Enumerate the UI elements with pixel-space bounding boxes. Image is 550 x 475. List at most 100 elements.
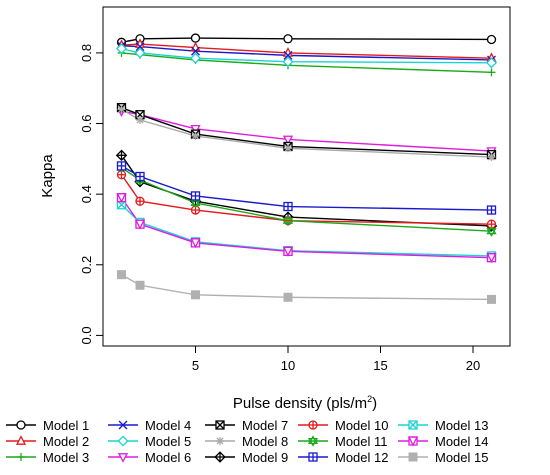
series-line-1: [121, 37, 492, 44]
legend-item-5: Model 5: [108, 434, 191, 449]
data-point-s10-5: [486, 219, 497, 229]
data-point-s12-3: [190, 191, 201, 201]
y-axis: 0.0 0.2 0.4 0.6 0.8: [79, 44, 103, 344]
legend-label: Model 14: [435, 434, 488, 449]
legend-item-8: Model 8: [205, 434, 288, 449]
legend-marker: [408, 452, 418, 462]
data-point-s11-3: [190, 197, 201, 209]
data-point-s5-1: [115, 43, 128, 55]
x-axis: 5 10 15 20: [192, 346, 480, 373]
legend-item-14: Model 14: [398, 434, 488, 449]
x-axis-label-sup: 2: [367, 394, 372, 404]
x-axis-label-end: ): [372, 395, 377, 412]
legend-label: Model 2: [43, 434, 89, 449]
x-tick-label: 15: [373, 358, 387, 373]
data-point-s14-2: [134, 219, 146, 230]
series-line-10: [120, 174, 492, 225]
data-point-s5-3: [189, 52, 202, 64]
data-point-s5-2: [134, 47, 146, 59]
data-point-s6-4: [282, 135, 294, 146]
legend-marker: [407, 436, 419, 447]
legend-marker: [17, 453, 25, 461]
data-point-s4-3: [191, 46, 200, 56]
legend-marker: [15, 435, 27, 445]
legend-label: Model 1: [43, 418, 89, 433]
data-point-s15-2: [135, 280, 145, 290]
data-point-s12-4: [283, 201, 293, 212]
legend-marker: [16, 420, 26, 430]
data-point-s10-2: [135, 196, 145, 206]
legend-item-9: Model 9: [205, 450, 288, 465]
series-line-9: [120, 154, 492, 227]
legend-item-10: Model 10: [298, 418, 388, 433]
data-point-s8-3: [191, 131, 200, 140]
data-point-s12-1: [116, 161, 127, 171]
legend-marker: [216, 437, 224, 445]
data-point-s11-5: [486, 225, 497, 237]
data-point-s4-4: [283, 50, 293, 60]
legend-marker: [117, 435, 129, 447]
data-point-s15-5: [487, 294, 496, 304]
series-line-8: [121, 108, 492, 158]
legend-label: Model 8: [242, 434, 288, 449]
legend-label: Model 15: [435, 450, 488, 465]
x-axis-label-main: Pulse density (pls/m: [233, 395, 367, 412]
y-tick-label: 0.0: [79, 326, 94, 344]
data-point-s8-5: [487, 153, 496, 162]
data-point-s14-5: [486, 253, 497, 264]
data-point-s5-4: [282, 56, 294, 68]
legend-marker: [117, 453, 129, 463]
data-point-s8-2: [136, 116, 144, 124]
data-point-s1-3: [190, 33, 201, 43]
legend-item-15: Model 15: [398, 450, 488, 465]
legend-label: Model 11: [335, 434, 388, 449]
y-axis-label: Kappa: [39, 154, 56, 198]
legend-marker: [408, 420, 418, 430]
y-tick-label: 0.4: [79, 185, 94, 203]
x-axis-label: Pulse density (pls/m2): [233, 394, 377, 412]
data-point-s8-1: [117, 105, 126, 114]
legend-label: Model 3: [43, 450, 89, 465]
y-tick-label: 0.6: [79, 114, 94, 132]
series-line-11: [121, 167, 492, 232]
data-point-s11-4: [282, 214, 294, 227]
data-point-s15-1: [117, 270, 126, 280]
legend-label: Model 7: [242, 418, 288, 433]
data-point-s8-4: [284, 144, 292, 153]
legend-label: Model 12: [335, 450, 388, 465]
data-point-s15-3: [191, 290, 200, 300]
data-point-s14-3: [190, 238, 201, 249]
legend-marker: [308, 420, 318, 430]
data-point-s10-1: [116, 170, 127, 180]
legend-item-1: Model 1: [6, 418, 89, 433]
legend-label: Model 10: [335, 418, 388, 433]
legend-label: Model 5: [145, 434, 191, 449]
data-point-s14-1: [116, 193, 127, 204]
legend-marker: [307, 435, 319, 447]
x-tick-label: 10: [281, 358, 295, 373]
data-point-s12-2: [135, 171, 145, 182]
data-point-s5-5: [485, 57, 498, 69]
legend-item-4: Model 4: [108, 418, 191, 433]
data-point-s15-4: [283, 292, 293, 302]
legend-item-12: Model 12: [298, 450, 388, 465]
data-point-s9-1: [115, 149, 128, 162]
legend-label: Model 4: [145, 418, 191, 433]
legend-marker: [118, 420, 128, 430]
legend-item-13: Model 13: [398, 418, 488, 433]
data-point-s1-5: [486, 34, 497, 45]
data-point-s14-4: [282, 246, 294, 257]
x-tick-label: 5: [192, 358, 199, 373]
legend-item-7: Model 7: [205, 418, 288, 433]
legend-label: Model 6: [145, 450, 191, 465]
legend-label: Model 9: [242, 450, 288, 465]
y-tick-label: 0.2: [79, 256, 94, 274]
series-line-12: [121, 165, 492, 211]
series-line-13: [121, 204, 492, 257]
data-point-s4-2: [135, 42, 145, 52]
legend-item-6: Model 6: [108, 450, 191, 465]
y-tick-label: 0.8: [79, 44, 94, 62]
